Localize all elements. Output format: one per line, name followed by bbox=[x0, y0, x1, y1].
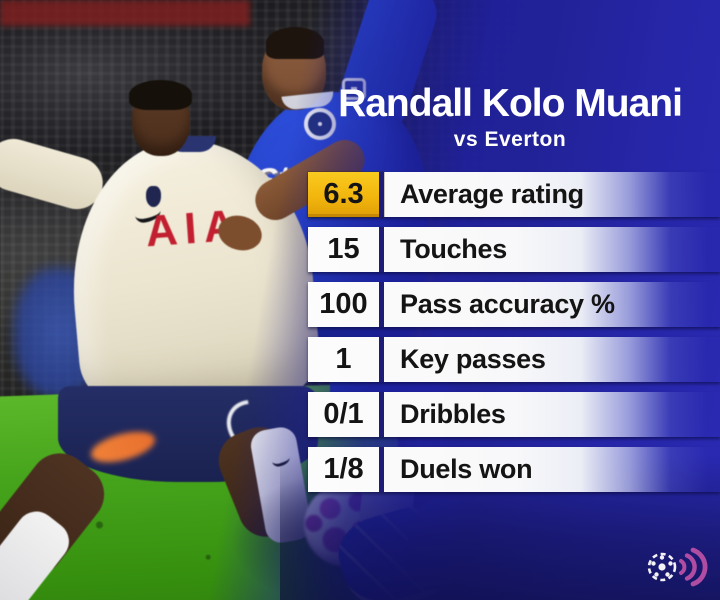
stat-label: Pass accuracy % bbox=[400, 289, 615, 319]
header: Randall Kolo Muani vs Everton bbox=[300, 82, 720, 152]
stat-row: 1 Key passes bbox=[308, 337, 720, 382]
highlighted-stat-value: 6.3 bbox=[308, 172, 384, 217]
stat-label: Duels won bbox=[400, 454, 533, 484]
stats-table: 6.3 Average rating 15 Touches 100 Pass a… bbox=[308, 172, 720, 502]
match-subtitle: vs Everton bbox=[453, 127, 567, 151]
broadcast-logo bbox=[644, 542, 714, 592]
player-name-title: Randall Kolo Muani bbox=[338, 82, 683, 125]
stat-label: Touches bbox=[400, 234, 507, 264]
stat-value: 100 bbox=[308, 282, 384, 327]
stat-value: 1/8 bbox=[308, 447, 384, 492]
stat-value: 1 bbox=[308, 337, 384, 382]
stat-row: 1/8 Duels won bbox=[308, 447, 720, 492]
stat-row: 100 Pass accuracy % bbox=[308, 282, 720, 327]
stat-row: 0/1 Dribbles bbox=[308, 392, 720, 437]
stat-label: Dribbles bbox=[400, 399, 506, 429]
stat-row: 15 Touches bbox=[308, 227, 720, 272]
stat-value: 0/1 bbox=[308, 392, 384, 437]
stat-value: 15 bbox=[308, 227, 384, 272]
football-icon bbox=[647, 552, 677, 582]
stat-label: Average rating bbox=[400, 179, 584, 209]
stat-row: 6.3 Average rating bbox=[308, 172, 720, 217]
stat-label: Key passes bbox=[400, 344, 546, 374]
signal-waves-icon bbox=[679, 547, 708, 587]
football-broadcast-icon bbox=[647, 547, 708, 587]
